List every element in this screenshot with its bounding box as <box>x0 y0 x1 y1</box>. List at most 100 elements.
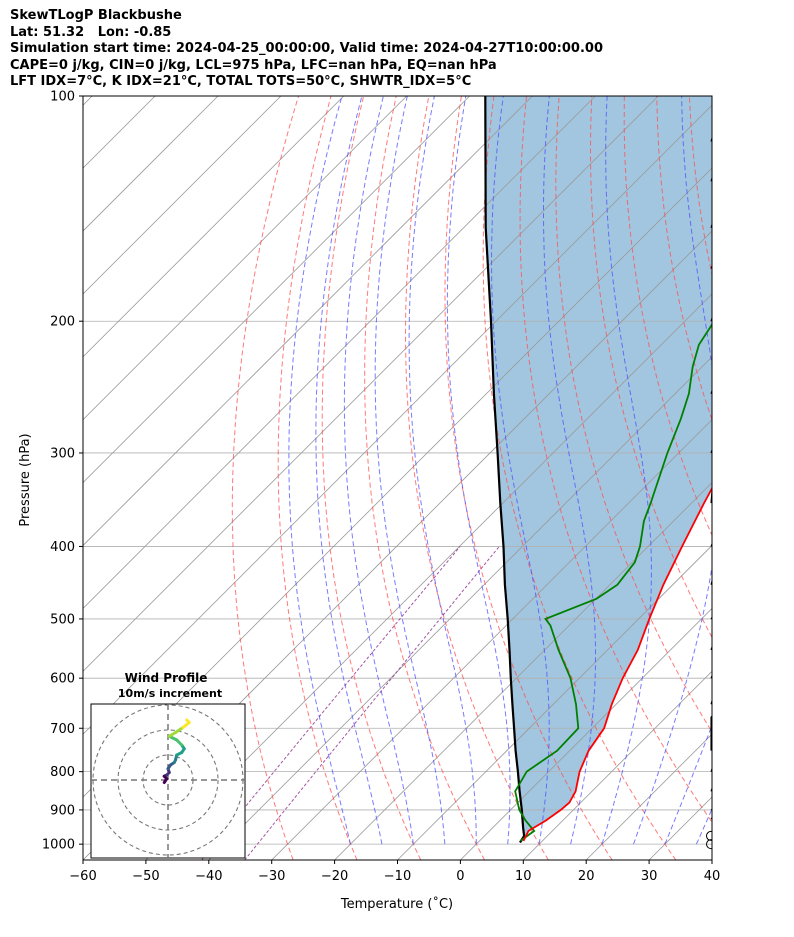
y-tick-label: 800 <box>50 765 75 780</box>
mixing-ratio-line <box>244 546 500 860</box>
wind-barb <box>710 175 712 182</box>
axes-layer: −60 −50 −40 −30 −20 −10 0 10 20 30 40 1000 900 800 700… <box>42 90 720 885</box>
dewpoint-profile-line <box>514 322 712 842</box>
x-tick-label: −20 <box>321 869 348 884</box>
x-axis-label: Temperature (˚C) <box>340 896 453 912</box>
moist-adiabat <box>601 96 652 845</box>
isotherm-line <box>460 607 712 860</box>
x-tick-label: 40 <box>704 869 721 884</box>
x-tick-label: 0 <box>456 869 464 884</box>
y-tick-label: 1000 <box>42 838 75 853</box>
isotherm-line <box>83 96 470 484</box>
wind-barb <box>710 578 712 585</box>
cape-fill-area <box>485 96 712 843</box>
wind-barb <box>710 698 712 705</box>
isotherm-line <box>397 544 712 860</box>
wind-barb <box>710 786 712 792</box>
wind-barb <box>710 616 712 620</box>
isotherm-line <box>775 96 794 860</box>
wind-barb <box>710 674 712 679</box>
isotherm-line <box>334 482 712 860</box>
wind-barb <box>710 222 712 228</box>
isotherm-line <box>208 356 712 860</box>
x-tick-label: −30 <box>258 869 285 884</box>
x-tick-label: 20 <box>578 869 595 884</box>
location-line: Lat: 51.32 Lon: -0.85 <box>10 24 172 40</box>
y-tick-label: 400 <box>50 540 75 555</box>
dry-adiabat <box>589 96 712 639</box>
wind-barb <box>710 808 712 811</box>
y-tick-label: 300 <box>50 446 75 461</box>
wind-barb <box>710 136 712 142</box>
moist-adiabat <box>490 96 550 845</box>
isotherm-line <box>523 670 712 860</box>
parcel-profile-line <box>484 96 526 844</box>
y-tick-label: 200 <box>50 315 75 330</box>
wind-barb <box>710 448 712 454</box>
wind-barb <box>710 766 712 772</box>
dry-adiabat <box>623 96 712 537</box>
simulation-time-line: Simulation start time: 2024-04-25_00:00:… <box>10 41 603 56</box>
isotherm-line <box>271 419 712 860</box>
y-tick-label: 700 <box>50 722 75 737</box>
isotherm-line <box>145 293 712 860</box>
wind-barb <box>711 96 712 97</box>
wind-barb <box>710 264 712 269</box>
hodograph-segment <box>185 718 191 724</box>
y-axis-label: Pressure (hPa) <box>18 433 33 526</box>
dry-adiabat <box>277 96 358 860</box>
mixing-ratio-layer <box>201 546 500 860</box>
profile-layer <box>484 96 712 844</box>
cape-fill-layer <box>485 96 712 843</box>
x-tick-label: −60 <box>69 869 96 884</box>
dry-adiabat <box>364 96 485 860</box>
x-tick-label: 10 <box>515 869 532 884</box>
temperature-profile-line <box>522 486 712 842</box>
hodograph-title: Wind Profile <box>125 671 208 685</box>
isotherm-line <box>83 96 407 421</box>
y-tick-label: 100 <box>50 90 75 105</box>
moist-adiabat <box>664 724 712 845</box>
x-tick-label: −50 <box>132 869 159 884</box>
isotherm-line <box>83 96 533 547</box>
y-tick-label: 500 <box>50 612 75 627</box>
hodograph-subtitle: 10m/s increment <box>118 687 222 700</box>
isotherm-line <box>83 96 93 106</box>
isotherm-line <box>83 96 219 232</box>
wind-barb <box>710 715 712 751</box>
dry-adiabat <box>755 96 794 860</box>
plot-area <box>83 96 794 860</box>
y-tick-label: 900 <box>50 803 75 818</box>
isotherm-line <box>83 96 659 672</box>
hodograph-inset: Wind Profile 10m/s increment <box>90 671 246 859</box>
wind-barb <box>710 388 712 394</box>
wind-barb <box>710 542 712 547</box>
isotherm-line <box>83 96 596 609</box>
dry-adiabat <box>555 96 712 733</box>
moist-adiabat <box>288 96 351 845</box>
isotherm-line <box>711 859 712 860</box>
wind-barb <box>710 720 712 729</box>
dry-adiabat <box>787 96 794 860</box>
moist-adiabat <box>728 96 794 844</box>
dry-adiabat <box>231 96 299 860</box>
moist-adiabat <box>446 96 511 845</box>
x-tick-label: −10 <box>384 869 411 884</box>
isotherm-line <box>83 104 712 735</box>
dry-adiabat <box>321 96 422 860</box>
isotherm-line <box>83 96 282 295</box>
moist-adiabat <box>633 96 712 845</box>
dry-adiabat <box>722 96 794 860</box>
x-tick-label: −40 <box>195 869 222 884</box>
moist-adiabat <box>543 96 596 845</box>
hodograph-segment <box>174 726 185 734</box>
isotherm-line <box>83 96 345 358</box>
dry-adiabat <box>444 96 613 860</box>
moist-adiabat <box>315 96 383 845</box>
wind-barb <box>706 830 712 841</box>
chart-title: SkewTLogP Blackbushe <box>10 8 182 23</box>
dry-adiabat <box>519 96 712 823</box>
x-tick-label: 30 <box>641 869 658 884</box>
moist-adiabat-layer <box>288 96 794 845</box>
wind-barb-layer <box>706 96 712 850</box>
